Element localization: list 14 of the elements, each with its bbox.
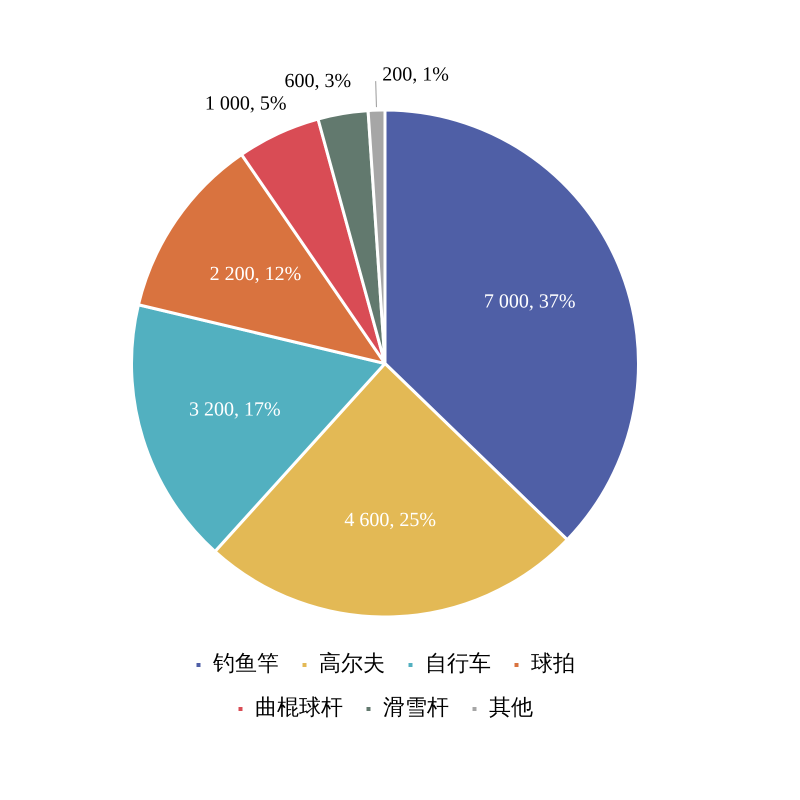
data-label: 200, 1% [382, 63, 449, 86]
data-label: 1 000, 5% [204, 92, 286, 115]
data-label: 2 200, 12% [210, 262, 302, 285]
legend-label: 钓鱼竿 [212, 652, 279, 677]
legend-label: 其他 [489, 696, 533, 721]
legend-label: 曲棍球杆 [255, 696, 343, 721]
legend-label: 自行车 [425, 652, 491, 677]
data-label: 3 200, 17% [189, 398, 281, 420]
data-label: 4 600, 25% [344, 508, 436, 531]
legend-label: 高尔夫 [319, 652, 385, 677]
legend-label: 滑雪杆 [383, 696, 449, 721]
data-label: 7 000, 37% [484, 290, 576, 312]
data-label: 600, 3% [284, 70, 352, 92]
legend-label: 球拍 [531, 652, 575, 677]
